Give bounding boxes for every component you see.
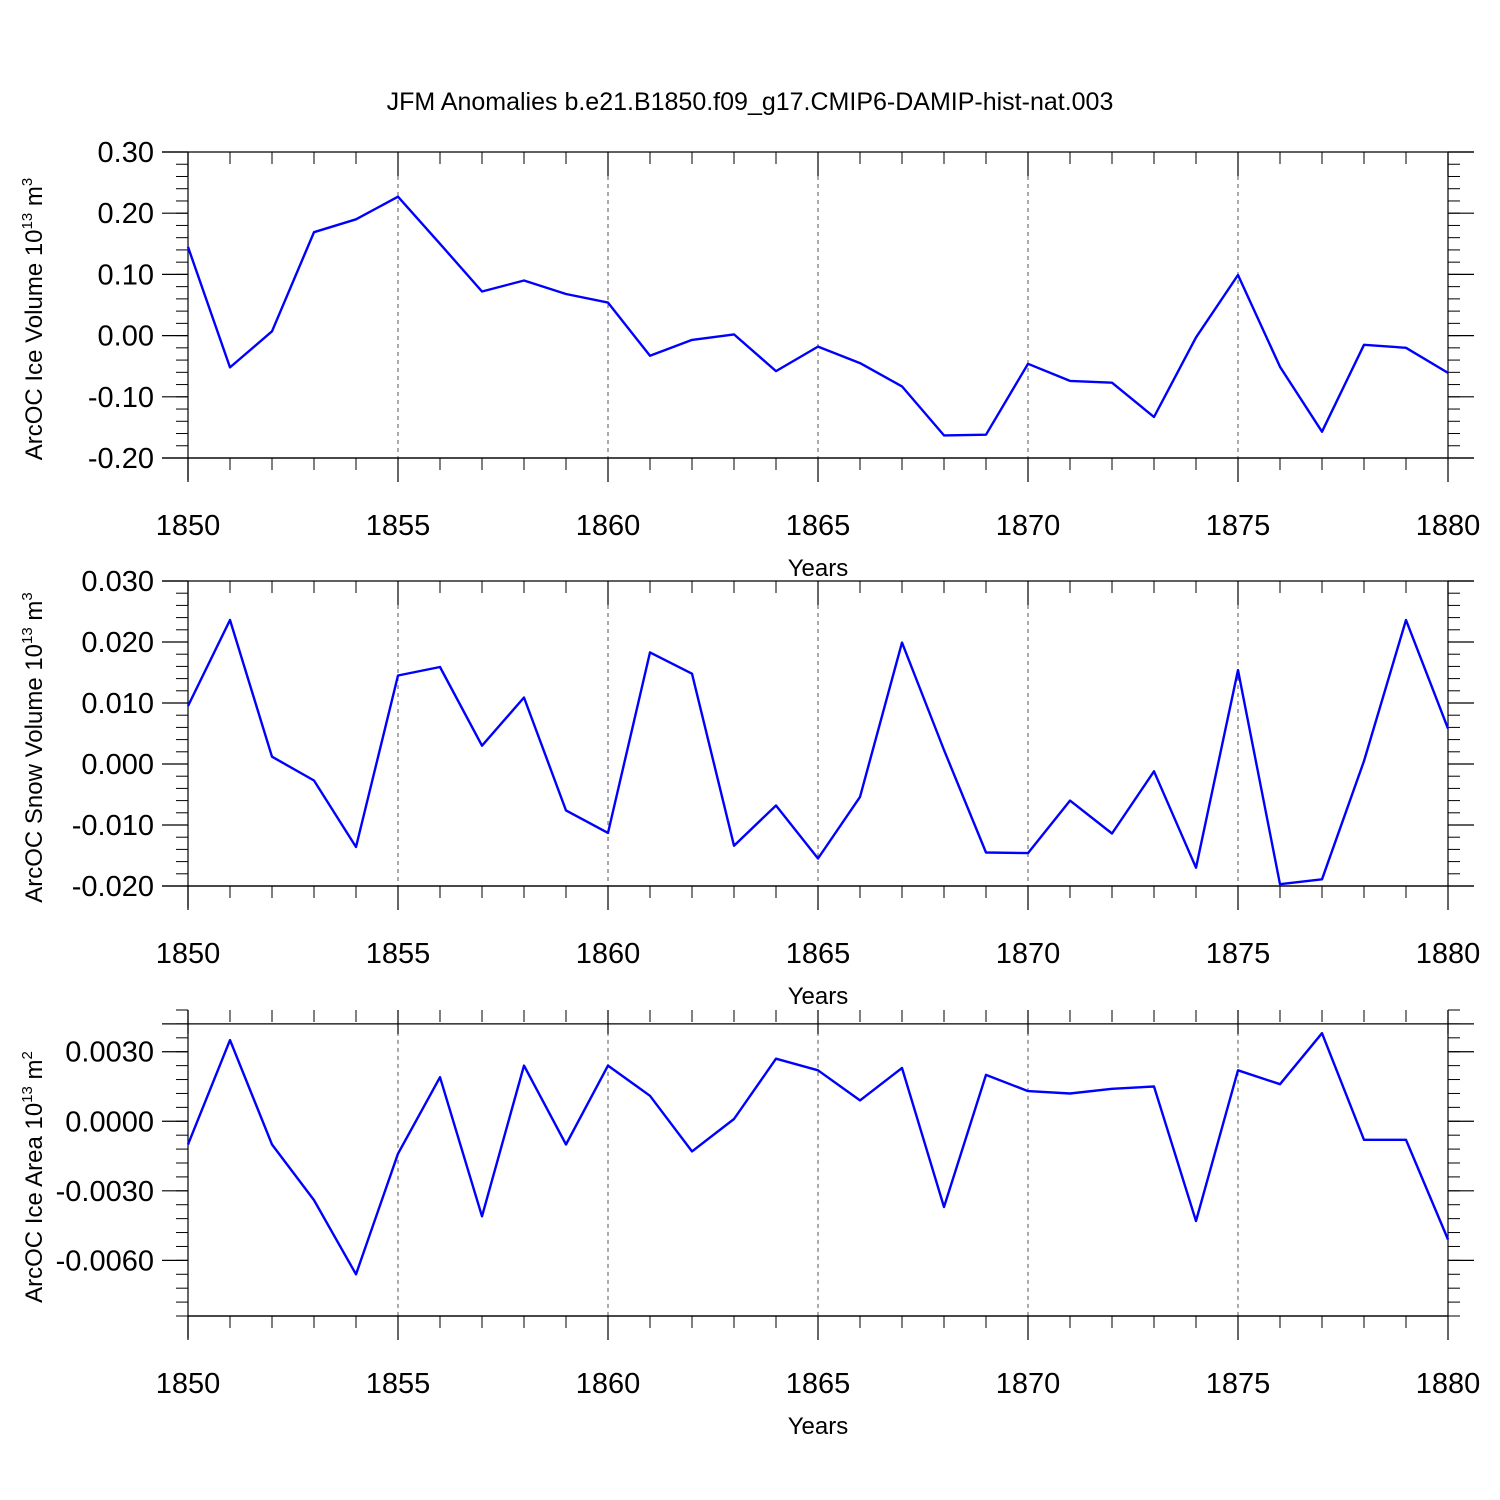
x-tick-label: 1865: [786, 1368, 851, 1400]
x-tick-label: 1855: [366, 1368, 431, 1400]
y-tick-label: 0.20: [98, 198, 154, 230]
x-tick-label: 1880: [1416, 938, 1481, 970]
x-tick-label: 1880: [1416, 1368, 1481, 1400]
y-tick-label: 0.10: [98, 259, 154, 291]
y-tick-label: 0.0000: [65, 1106, 154, 1138]
y-tick-label: 0.030: [81, 566, 154, 598]
x-tick-label: 1860: [576, 510, 641, 542]
x-tick-label: 1865: [786, 938, 851, 970]
x-axis-label: Years: [788, 555, 849, 582]
x-tick-label: 1870: [996, 1368, 1061, 1400]
series-line: [186, 1031, 1450, 1276]
panel-1: 0.30 0.20 0.10 0.00 -0.10 -0.20 1850 1855 1860 18…: [19, 137, 1480, 582]
y-tick-label: -0.010: [72, 810, 154, 842]
panel-2: 0.030 0.020 0.010 0.000 -0.010 -0.020 1850 1855…: [19, 566, 1480, 1010]
x-tick-label: 1875: [1206, 1368, 1271, 1400]
x-tick-label: 1850: [156, 938, 221, 970]
y-tick-label: -0.10: [88, 382, 154, 414]
x-tick-label: 1870: [996, 510, 1061, 542]
x-tick-label: 1850: [156, 1368, 221, 1400]
y-tick-label: 0.0030: [65, 1037, 154, 1069]
x-tick-label: 1850: [156, 510, 221, 542]
x-axis-label: Years: [788, 1413, 849, 1440]
x-tick-label: 1870: [996, 938, 1061, 970]
x-tick-label: 1875: [1206, 938, 1271, 970]
series-line: [186, 195, 1449, 437]
x-tick-label: 1855: [366, 938, 431, 970]
panel-3: 0.0030 0.0000 -0.0030 -0.0060 1850 1855 1860 18…: [19, 1009, 1481, 1440]
x-tick-label: 1880: [1416, 510, 1481, 542]
x-tick-label: 1860: [576, 1368, 641, 1400]
y-tick-label: -0.020: [72, 871, 154, 903]
y-tick-label: 0.30: [98, 137, 154, 169]
y-tick-label: 0.020: [81, 627, 154, 659]
series-line: [186, 618, 1450, 886]
y-axis-label: ArcOC Ice Volume 1013 m3: [19, 178, 48, 460]
y-tick-label: 0.000: [81, 749, 154, 781]
x-tick-label: 1865: [786, 510, 851, 542]
x-axis-label: Years: [788, 983, 849, 1010]
y-tick-label: -0.20: [88, 443, 154, 475]
y-tick-label: 0.010: [81, 688, 154, 720]
y-axis-label: ArcOC Snow Volume 1013 m3: [19, 592, 48, 903]
x-tick-label: 1855: [366, 510, 431, 542]
y-tick-label: -0.0060: [56, 1245, 154, 1277]
y-tick-label: -0.0030: [56, 1176, 154, 1208]
chart-title: JFM Anomalies b.e21.B1850.f09_g17.CMIP6-…: [387, 88, 1114, 116]
y-tick-label: 0.00: [98, 321, 154, 353]
x-tick-label: 1875: [1206, 510, 1271, 542]
x-tick-label: 1860: [576, 938, 641, 970]
y-axis-label: ArcOC Ice Area 1013 m2: [19, 1051, 48, 1303]
